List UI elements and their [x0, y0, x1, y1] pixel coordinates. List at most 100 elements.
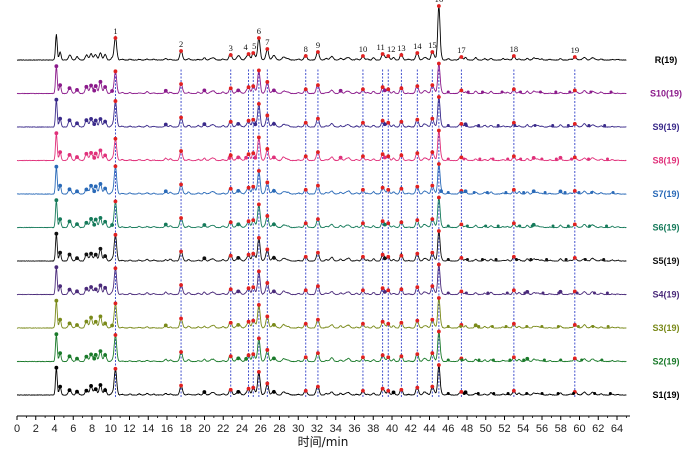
baseline-marker [446, 124, 450, 127]
peak-label-1: 1 [113, 26, 117, 36]
peak-marker [84, 286, 89, 291]
peak-marker [246, 85, 251, 90]
peak-marker [271, 88, 276, 93]
baseline-marker [545, 258, 549, 261]
trace-s619 [16, 197, 627, 229]
peak-marker [386, 388, 391, 393]
peak-marker [84, 220, 89, 225]
peak-marker [98, 148, 103, 153]
peak-marker [256, 336, 261, 341]
baseline-marker [525, 325, 529, 328]
peak-marker [303, 154, 308, 159]
baseline-marker [587, 157, 591, 161]
peak-marker [113, 301, 118, 306]
peak-marker [246, 219, 251, 224]
x-axis: 0 2 4 6 8 10 12 14 16 18 20 22 24 26 28 30 32 34 36 38 40 42 4… [14, 415, 630, 435]
peak-label-11: 11 [377, 42, 385, 52]
peak-marker [256, 202, 261, 207]
peak-marker [399, 86, 404, 91]
peak-marker [98, 246, 103, 251]
peak-marker [93, 319, 98, 324]
peak-marker [179, 182, 183, 187]
peak-marker [380, 319, 385, 324]
peak-marker [113, 232, 118, 237]
baseline-marker [465, 224, 469, 228]
x-tick-label-36: 36 [348, 423, 360, 435]
peak-marker [75, 323, 79, 327]
baseline-marker [519, 157, 523, 161]
baseline-marker [591, 325, 595, 328]
peak-marker [113, 333, 118, 337]
reference-peak-marker-15 [430, 50, 435, 54]
peak-marker [303, 254, 308, 259]
peak-marker [316, 317, 320, 322]
reference-lines [114, 69, 576, 397]
peak-marker [256, 68, 261, 73]
baseline-marker [540, 392, 544, 395]
x-tick-label-32: 32 [311, 423, 323, 435]
peak-marker [316, 83, 320, 87]
peak-marker [110, 323, 114, 328]
peak-marker [459, 88, 464, 93]
peak-marker [75, 256, 79, 261]
reference-peak-marker-4 [246, 52, 251, 56]
peak-marker [271, 289, 276, 294]
peak-marker [179, 249, 183, 254]
baseline-marker [608, 392, 612, 395]
peak-marker [415, 151, 420, 156]
peak-marker [361, 355, 365, 360]
peak-marker [67, 219, 72, 224]
reference-peak-marker-7 [265, 47, 270, 51]
peak-marker [265, 247, 270, 252]
peak-marker [572, 222, 577, 227]
baseline-marker [491, 157, 495, 161]
baseline-marker [609, 90, 613, 94]
baseline-marker [492, 392, 496, 395]
peak-marker [436, 61, 441, 66]
peak-marker [93, 287, 98, 292]
x-tick-label-0: 0 [14, 423, 20, 435]
peak-label-17: 17 [457, 45, 466, 55]
x-tick-label-52: 52 [498, 423, 510, 435]
peak-label-12: 12 [387, 44, 396, 54]
peak-marker [58, 250, 63, 255]
peak-marker [256, 370, 261, 374]
peak-marker [113, 366, 118, 371]
peak-marker [113, 199, 118, 204]
reference-peak-marker-17 [459, 55, 464, 59]
baseline-marker [446, 157, 450, 161]
peak-marker [179, 316, 183, 321]
peak-marker [103, 186, 108, 191]
baseline-marker [533, 124, 537, 127]
peak-marker [228, 153, 233, 158]
peak-marker [113, 164, 118, 169]
peak-marker [54, 97, 59, 102]
peak-label-10: 10 [359, 44, 368, 54]
peak-marker [93, 84, 98, 88]
baseline-marker [462, 392, 466, 395]
peak-marker [265, 80, 270, 84]
baseline-marker [529, 258, 533, 261]
peak-marker [338, 88, 343, 93]
peak-marker [84, 354, 89, 359]
peak-marker [67, 187, 72, 192]
baseline-marker [505, 291, 509, 295]
series-label-s819: S8(19) [652, 156, 679, 166]
reference-peak-marker-14 [415, 51, 420, 55]
peak-marker [236, 255, 241, 260]
peak-marker [459, 121, 464, 126]
baseline-marker [551, 224, 555, 228]
baseline-marker [446, 291, 450, 295]
peak-marker [316, 250, 320, 255]
baseline-marker [570, 157, 574, 161]
peak-marker [67, 321, 72, 326]
baseline-marker [477, 358, 481, 362]
reference-peak-marker-10 [361, 54, 365, 58]
baseline-marker [554, 157, 558, 161]
baseline-marker [490, 325, 494, 328]
x-tick-label-62: 62 [592, 423, 604, 435]
baseline-marker [563, 191, 567, 194]
peak-labels: 12345678910111213141516171819 [113, 0, 579, 55]
x-tick-label-2: 2 [33, 423, 39, 435]
x-tick-label-18: 18 [180, 423, 192, 435]
